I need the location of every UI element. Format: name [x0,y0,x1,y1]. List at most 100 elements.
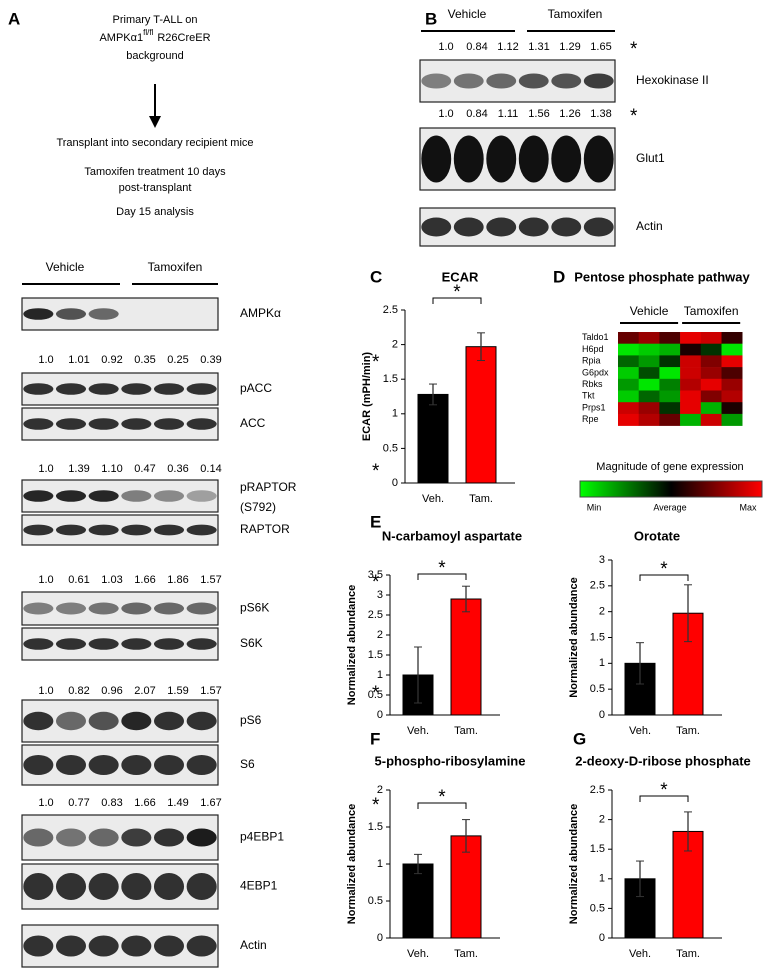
blot-band [121,828,152,847]
blot-label: S6 [240,757,255,771]
heatmap-cell [659,378,681,391]
quantification: 0.36 [167,463,188,475]
y-tick-label: 0 [599,932,605,944]
quantification: 1.0 [438,41,453,53]
blot-band [88,308,119,320]
blot-band [88,490,119,502]
panel-letter: G [573,729,586,748]
x-tick-label: Veh. [422,493,444,505]
blot-band [121,383,152,395]
quantification: 1.86 [167,574,188,586]
x-tick-label: Tam. [676,948,700,960]
blot [21,814,219,861]
group-label: Tamoxifen [148,260,203,274]
heatmap-cell [721,402,743,415]
y-tick-label: 0 [377,709,383,721]
quantification: 1.0 [438,108,453,120]
heatmap-cell [700,402,722,415]
blot [21,863,219,910]
blot-band [186,828,217,847]
heatmap-cell [618,378,639,391]
blot-band [186,935,217,957]
colorbar-label: Average [653,502,686,512]
row-label: Rpe [582,414,599,424]
blot-band [88,524,119,536]
y-tick-label: 0.5 [368,895,383,907]
y-tick-label: 2 [377,784,383,796]
blot-band [121,418,152,430]
heatmap-cell [700,390,722,403]
blot-band [55,490,87,502]
bar [450,598,482,716]
blot-band [88,638,119,650]
quantification: 1.67 [200,797,221,809]
blot-band [55,873,87,900]
panel-letter: D [553,267,565,286]
blot-label: Hexokinase II [636,73,709,87]
blot [21,479,219,513]
blot-band [23,755,54,775]
y-tick-label: 3.5 [368,569,383,581]
y-tick-label: 1.5 [590,631,605,643]
row-label: Rbks [582,379,603,389]
blot-band [486,217,517,237]
blot-band [55,418,87,430]
blot [21,627,219,661]
x-tick-label: Tam. [454,725,478,737]
panel-letter: A [8,9,20,28]
blot-band [518,73,549,89]
heatmap-cell [618,390,639,403]
blot-label: 4EBP1 [240,879,278,893]
chart-title: Pentose phosphate pathway [574,269,750,284]
heatmap-cell [680,378,702,391]
blot [21,297,219,331]
blot-band [121,638,152,650]
blot-band [153,524,185,536]
blot-band [551,73,582,89]
blot-band [23,308,54,320]
flow-text: background [126,50,184,62]
x-tick-label: Veh. [629,725,651,737]
blot-band [186,602,217,615]
blot-band [121,935,152,957]
blot-label: pS6K [240,601,269,615]
y-tick-label: 0 [599,709,605,721]
flow-text: Day 15 analysis [116,206,194,218]
quantification: 0.84 [466,41,487,53]
blot-band [88,711,119,731]
y-tick-label: 0.5 [590,902,605,914]
heatmap-cell [721,343,743,356]
heatmap-cell [721,355,743,368]
y-tick-label: 0.5 [590,683,605,695]
superscript: fl/fl [143,28,153,37]
quantification: 1.11 [498,108,519,120]
significance-star: * [660,559,668,580]
heatmap-cell [659,390,681,403]
gene: AMPKα1 [99,32,143,44]
heatmap-cell [700,355,722,368]
heatmap-cell [638,355,660,368]
y-tick-label: 1 [599,873,605,885]
significance-star: * [660,780,668,801]
quantification: 1.0 [38,354,53,366]
blot-band [121,873,152,900]
blot-label: Actin [240,938,267,952]
blot [419,127,616,191]
blot-band [121,755,152,775]
chart-title: N-carbamoyl aspartate [382,528,522,543]
blot-band [186,873,217,900]
heatmap-cell [659,343,681,356]
y-tick-label: 1.5 [590,843,605,855]
y-tick-label: 1.5 [368,821,383,833]
bar [417,393,449,484]
y-tick-label: 1 [377,858,383,870]
blot [21,744,219,786]
blot-band [55,638,87,650]
heatmap-cell [618,367,639,380]
blot-band [453,73,484,89]
significance-bracket [417,802,467,809]
blot-band [121,711,152,731]
panel-letter: E [370,512,381,531]
heatmap-cell [721,413,743,426]
blot [21,591,219,626]
